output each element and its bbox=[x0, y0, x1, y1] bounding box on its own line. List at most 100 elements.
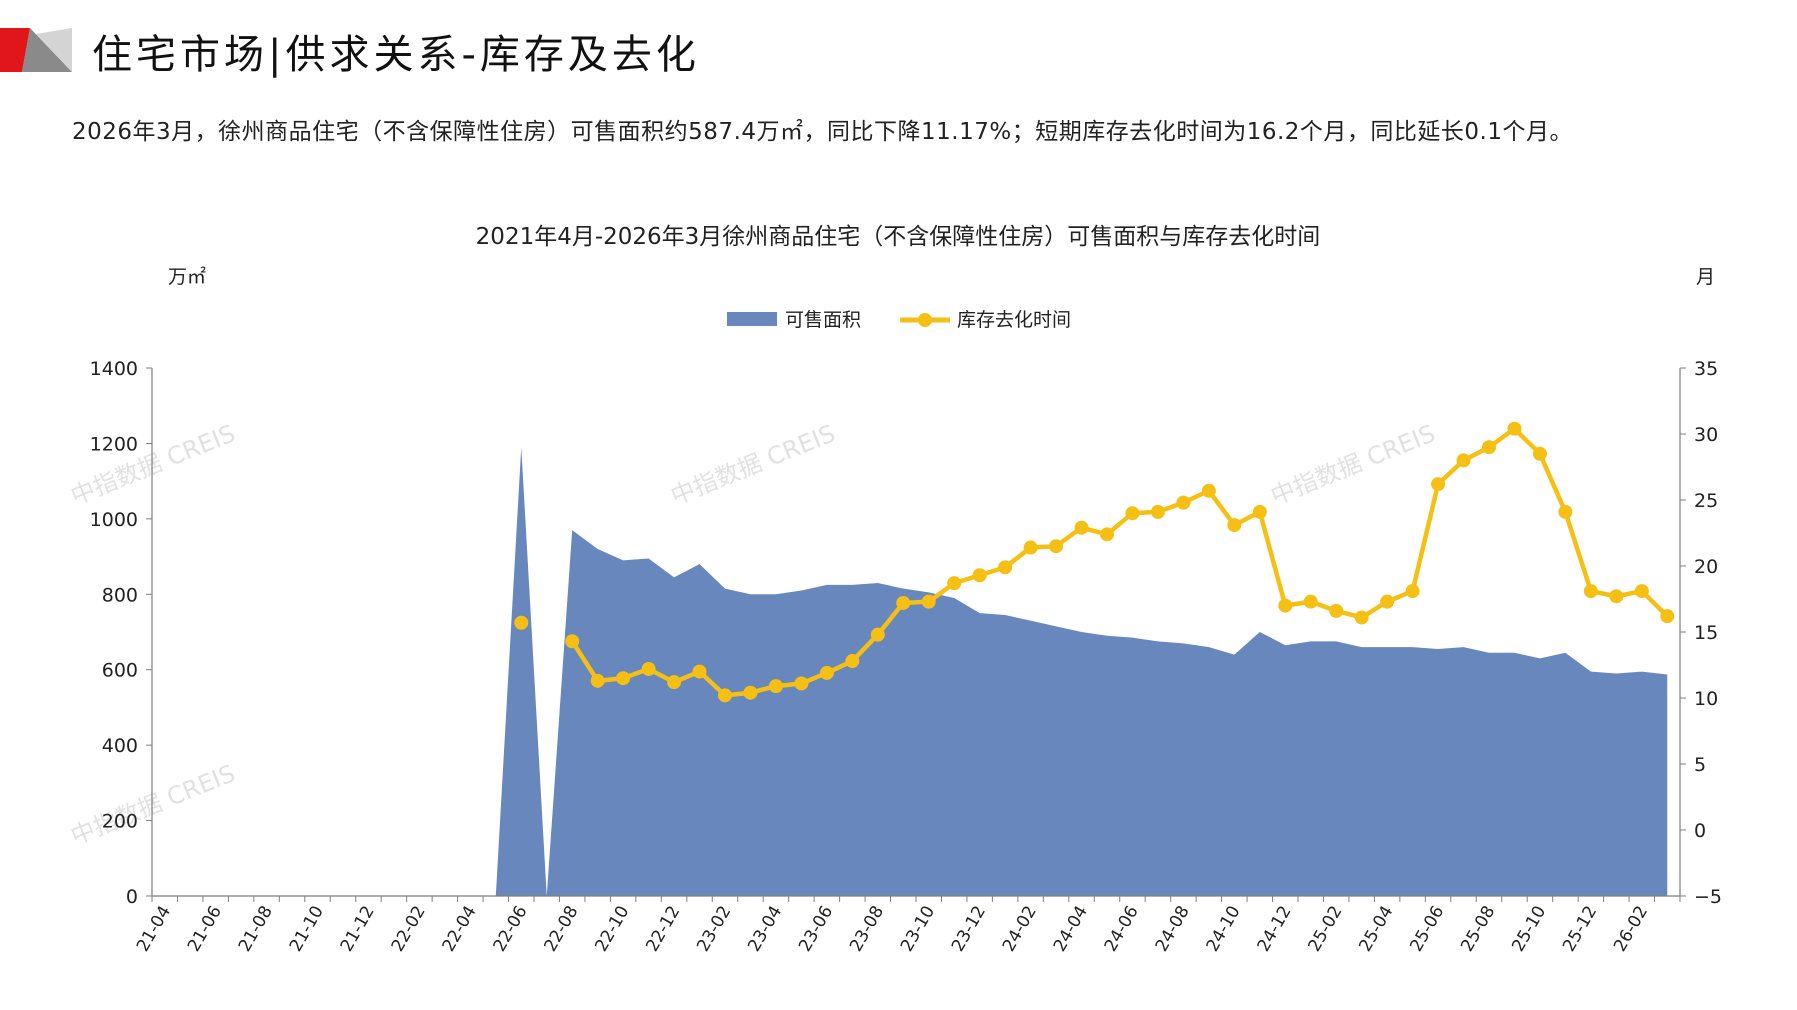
x-tick-label: 24-04 bbox=[1050, 903, 1092, 956]
line-point bbox=[1150, 504, 1165, 519]
line-point bbox=[1583, 584, 1598, 599]
line-point bbox=[1660, 609, 1675, 624]
watermark-6: 中指数据 CREIS bbox=[67, 759, 239, 850]
line-point bbox=[998, 560, 1013, 575]
line-point bbox=[1176, 495, 1191, 510]
line-point bbox=[1507, 421, 1522, 436]
x-tick-label: 21-10 bbox=[286, 903, 328, 956]
x-tick-label: 24-06 bbox=[1101, 903, 1143, 956]
x-tick-label: 22-10 bbox=[591, 903, 633, 956]
line-point bbox=[1252, 504, 1267, 519]
y-right-tick-label: 25 bbox=[1694, 490, 1718, 512]
line-point bbox=[768, 679, 783, 694]
y-left-unit: 万㎡ bbox=[168, 265, 206, 288]
line-point bbox=[1634, 584, 1649, 599]
x-tick-label: 23-04 bbox=[744, 903, 786, 956]
line-point bbox=[641, 661, 656, 676]
line-point bbox=[590, 673, 605, 688]
line-point bbox=[718, 688, 732, 703]
line-point bbox=[1023, 540, 1038, 555]
line-point bbox=[1558, 504, 1573, 519]
line-point bbox=[1278, 598, 1293, 613]
page-title: 住宅市场|供求关系-库存及去化 bbox=[92, 32, 700, 78]
x-tick-label: 26-02 bbox=[1610, 903, 1652, 956]
x-tick-label: 21-06 bbox=[184, 903, 226, 956]
line-point bbox=[692, 664, 707, 679]
x-tick-label: 23-10 bbox=[897, 903, 939, 956]
line-point bbox=[1456, 453, 1471, 468]
legend: 可售面积 库存去化时间 bbox=[727, 309, 1071, 331]
x-tick-label: 25-10 bbox=[1508, 903, 1550, 956]
y-left-tick-label: 1000 bbox=[90, 509, 138, 531]
line-point bbox=[743, 685, 758, 700]
legend-line-label: 库存去化时间 bbox=[957, 309, 1071, 331]
x-tick-label: 22-08 bbox=[541, 903, 583, 956]
y-right-tick-label: 10 bbox=[1694, 688, 1718, 710]
x-tick-label: 21-12 bbox=[337, 903, 379, 956]
line-point bbox=[1380, 594, 1395, 609]
line-point bbox=[1609, 589, 1624, 604]
x-tick-label: 23-12 bbox=[948, 903, 990, 956]
x-tick-label: 23-08 bbox=[846, 903, 888, 956]
y-left-tick-label: 0 bbox=[126, 886, 138, 908]
x-tick-label: 21-04 bbox=[133, 903, 175, 956]
series-area-saleable bbox=[164, 447, 1668, 896]
line-point bbox=[819, 665, 834, 680]
y-left-tick-label: 200 bbox=[102, 811, 138, 833]
line-point bbox=[896, 595, 911, 610]
line-point bbox=[616, 671, 631, 686]
line-point bbox=[565, 634, 580, 649]
legend-area-label: 可售面积 bbox=[785, 309, 861, 331]
y-left-tick-label: 400 bbox=[102, 735, 138, 757]
x-tick-label: 22-02 bbox=[388, 903, 430, 956]
line-point bbox=[947, 576, 962, 591]
y-right-tick-label: 0 bbox=[1694, 820, 1706, 842]
inventory-chart: 2021年4月-2026年3月徐州商品住宅（不含保障性住房）可售面积与库存去化时… bbox=[67, 224, 1722, 955]
watermark-5: 中指数据 CREIS bbox=[1267, 419, 1439, 510]
line-point bbox=[1405, 584, 1420, 599]
x-tick-label: 25-08 bbox=[1457, 903, 1499, 956]
line-point bbox=[1354, 610, 1369, 625]
y-right-tick-label: 5 bbox=[1694, 754, 1706, 776]
line-point bbox=[1303, 594, 1318, 609]
legend-line-marker bbox=[918, 313, 932, 327]
x-tick-label: 24-02 bbox=[999, 903, 1041, 956]
line-point bbox=[1100, 527, 1114, 542]
x-tick-label: 25-12 bbox=[1559, 903, 1601, 956]
line-point bbox=[794, 676, 809, 691]
corner-logo bbox=[0, 28, 72, 72]
x-tick-label: 24-08 bbox=[1152, 903, 1194, 956]
line-point bbox=[1227, 518, 1242, 533]
x-tick-label: 22-12 bbox=[642, 903, 684, 956]
line-point bbox=[1532, 446, 1547, 461]
y-left-tick-label: 800 bbox=[102, 584, 138, 606]
line-point bbox=[972, 568, 987, 583]
y-left-tick-label: 1200 bbox=[90, 433, 138, 455]
x-tick-label: 24-12 bbox=[1254, 903, 1296, 956]
line-point bbox=[1074, 520, 1089, 535]
x-tick-label: 22-04 bbox=[439, 903, 481, 956]
y-right-tick-label: 15 bbox=[1694, 622, 1718, 644]
plot-area: 0 200 400 600 800 1000 1200 1400 −5 0 5 10 15 20 25 30 3… bbox=[90, 358, 1722, 955]
x-tick-label: 25-02 bbox=[1305, 903, 1347, 956]
line-point bbox=[1049, 539, 1064, 554]
x-tick-label: 22-06 bbox=[490, 903, 532, 956]
x-tick-label: 24-10 bbox=[1203, 903, 1245, 956]
x-tick-label: 21-08 bbox=[235, 903, 277, 956]
y-right-tick-label: 20 bbox=[1694, 556, 1718, 578]
line-point bbox=[870, 627, 885, 642]
summary-text: 2026年3月，徐州商品住宅（不含保障性住房）可售面积约587.4万㎡，同比下降… bbox=[72, 119, 1573, 145]
line-point bbox=[667, 675, 682, 690]
y-right-unit: 月 bbox=[1696, 266, 1715, 288]
y-left-tick-label: 600 bbox=[102, 660, 138, 682]
watermark-4: 中指数据 CREIS bbox=[667, 419, 839, 510]
legend-area-swatch bbox=[727, 312, 777, 326]
line-point bbox=[845, 654, 860, 669]
x-tick-label: 23-06 bbox=[795, 903, 837, 956]
line-point bbox=[1125, 506, 1140, 521]
line-point bbox=[1201, 483, 1216, 498]
x-tick-label: 25-04 bbox=[1355, 903, 1397, 956]
y-right-tick-label: 35 bbox=[1694, 358, 1718, 380]
line-point bbox=[1431, 477, 1446, 492]
y-right-tick-label: −5 bbox=[1694, 886, 1722, 908]
